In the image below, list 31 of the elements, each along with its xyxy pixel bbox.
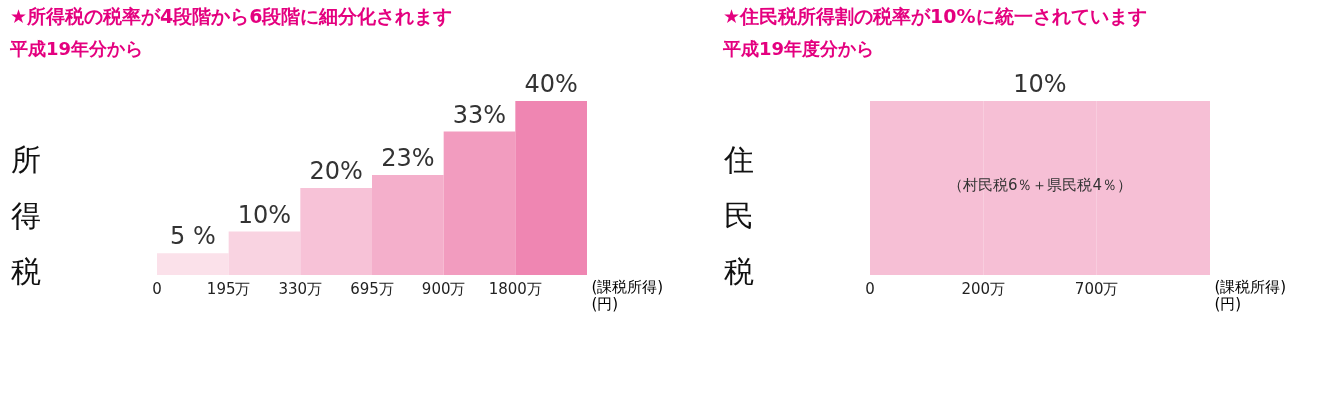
x-tick-label: 0 (865, 279, 875, 298)
data-label: 33% (452, 100, 507, 129)
bar (157, 253, 229, 275)
data-label: 23% (381, 144, 435, 172)
y-axis-title: 所得税 (10, 141, 41, 289)
x-tick-label: 0 (152, 279, 162, 298)
y-axis-title: 住民税 (722, 141, 754, 289)
x-tick-label: 200万 (961, 279, 1006, 298)
annotation: （村民税6％＋県民税4％） (947, 176, 1133, 194)
x-tick-label: 330万 (278, 279, 323, 298)
data-label: 5 % (169, 222, 216, 251)
data-label: 10% (237, 200, 292, 229)
data-label: 20% (309, 157, 363, 186)
chart-title: ★所得税の税率が4段階から6段階に細分化されます (10, 5, 453, 28)
chart-subtitle: 平成19年度分から (722, 38, 875, 60)
x-tick-label: 700万 (1074, 279, 1119, 298)
bar (443, 131, 516, 275)
x-axis-title: (課税所得) (円) (1214, 277, 1287, 313)
x-axis-title: (課税所得) (円) (591, 277, 664, 313)
bar (515, 101, 587, 275)
chart-title: ★住民税所得割の税率が10%に統一されています (723, 5, 1147, 28)
bar (228, 231, 301, 275)
data-label: 10% (1013, 70, 1067, 99)
bar (300, 188, 372, 275)
x-tick-label: 695万 (350, 279, 394, 298)
x-tick-label: 1800万 (488, 279, 542, 298)
x-tick-label: 900万 (421, 279, 466, 298)
bar (372, 175, 444, 275)
data-label: 40% (524, 70, 578, 99)
chart-subtitle: 平成19年分から (9, 38, 144, 60)
x-tick-label: 195万 (206, 279, 251, 298)
